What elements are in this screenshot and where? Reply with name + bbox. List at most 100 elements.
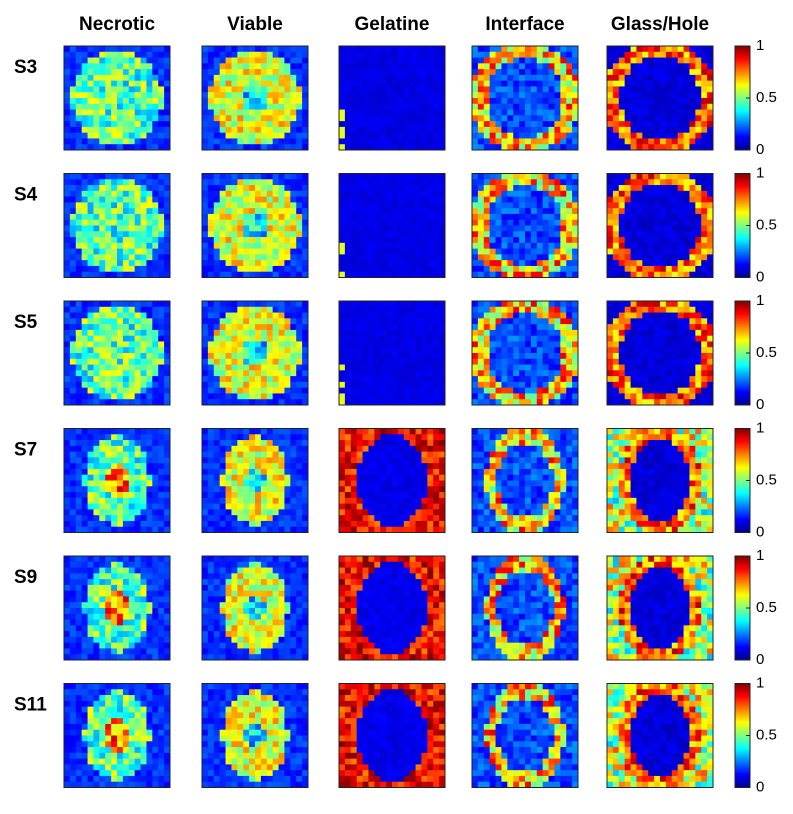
- heatmap-cell: [549, 58, 555, 64]
- heatmap-cell: [689, 75, 695, 81]
- heatmap-cell: [386, 144, 392, 150]
- heatmap-cell: [123, 133, 129, 139]
- heatmap-cell: [237, 115, 243, 121]
- heatmap-cell: [290, 243, 296, 249]
- heatmap-cell: [88, 243, 94, 249]
- heatmap-cell: [707, 254, 713, 260]
- heatmap-cell: [357, 318, 363, 324]
- heatmap-cell: [636, 272, 642, 278]
- heatmap-cell: [123, 313, 129, 319]
- heatmap-cell: [339, 92, 345, 98]
- heatmap-cell: [261, 393, 267, 399]
- heatmap-cell: [478, 347, 484, 353]
- heatmap-cell: [490, 69, 496, 75]
- heatmap-cell: [416, 393, 422, 399]
- heatmap-cell: [631, 318, 637, 324]
- heatmap-cell: [513, 174, 519, 180]
- heatmap-cell: [398, 174, 404, 180]
- heatmap-cell: [64, 138, 70, 144]
- heatmap-cell: [404, 127, 410, 133]
- heatmap-cell: [339, 365, 345, 371]
- heatmap-cell: [490, 318, 496, 324]
- heatmap-cell: [374, 388, 380, 394]
- heatmap-cell: [284, 226, 290, 232]
- heatmap-cell: [261, 237, 267, 243]
- heatmap-cell: [351, 266, 357, 272]
- heatmap-cell: [613, 307, 619, 313]
- heatmap-cell: [619, 81, 625, 87]
- heatmap-cell: [490, 336, 496, 342]
- heatmap-cell: [707, 115, 713, 121]
- heatmap-cell: [525, 336, 531, 342]
- heatmap-cell: [243, 69, 249, 75]
- heatmap-cell: [543, 208, 549, 214]
- heatmap-cell: [684, 52, 690, 58]
- heatmap-cell: [531, 336, 537, 342]
- heatmap-cell: [554, 92, 560, 98]
- heatmap-cell: [296, 272, 302, 278]
- heatmap-cell: [164, 301, 170, 307]
- heatmap-cell: [654, 63, 660, 69]
- heatmap-cell: [398, 231, 404, 237]
- heatmap-cell: [129, 388, 135, 394]
- heatmap-cell: [678, 341, 684, 347]
- heatmap-cell: [237, 197, 243, 203]
- heatmap-cell: [678, 214, 684, 220]
- heatmap-cell: [357, 393, 363, 399]
- heatmap-cell: [226, 46, 232, 52]
- heatmap-cell: [284, 324, 290, 330]
- heatmap-cell: [380, 266, 386, 272]
- heatmap-cell: [619, 69, 625, 75]
- heatmap-cell: [636, 336, 642, 342]
- heatmap-cell: [519, 208, 525, 214]
- heatmap-cell: [427, 231, 433, 237]
- heatmap-cell: [484, 313, 490, 319]
- heatmap-cell: [660, 324, 666, 330]
- heatmap-cell: [439, 370, 445, 376]
- heatmap-cell: [421, 197, 427, 203]
- heatmap-cell: [513, 336, 519, 342]
- heatmap-cell: [421, 191, 427, 197]
- heatmap-cell: [202, 69, 208, 75]
- heatmap-cell: [525, 266, 531, 272]
- heatmap-cell: [111, 353, 117, 359]
- heatmap-cell: [672, 115, 678, 121]
- heatmap-cell: [496, 98, 502, 104]
- heatmap-cell: [554, 254, 560, 260]
- heatmap-cell: [684, 179, 690, 185]
- heatmap-cell: [82, 260, 88, 266]
- heatmap-cell: [105, 272, 111, 278]
- heatmap-cell: [433, 191, 439, 197]
- heatmap-cell: [202, 81, 208, 87]
- heatmap-cell: [146, 260, 152, 266]
- heatmap-cell: [672, 324, 678, 330]
- heatmap-cell: [261, 52, 267, 58]
- heatmap-cell: [146, 347, 152, 353]
- heatmap-cell: [231, 260, 237, 266]
- heatmap-cell: [478, 179, 484, 185]
- heatmap-cell: [99, 110, 105, 116]
- heatmap-cell: [243, 393, 249, 399]
- heatmap-cell: [549, 174, 555, 180]
- heatmap-cell: [255, 254, 261, 260]
- heatmap-cell: [290, 81, 296, 87]
- heatmap-cell: [261, 144, 267, 150]
- heatmap-cell: [513, 179, 519, 185]
- heatmap-cell: [410, 52, 416, 58]
- heatmap-cell: [99, 399, 105, 405]
- heatmap-cell: [654, 382, 660, 388]
- heatmap-cell: [208, 208, 214, 214]
- heatmap-cell: [543, 46, 549, 52]
- heatmap-cell: [625, 254, 631, 260]
- heatmap-cell: [672, 86, 678, 92]
- heatmap-cell: [255, 58, 261, 64]
- heatmap-cell: [261, 231, 267, 237]
- heatmap-cell: [208, 260, 214, 266]
- heatmap-cell: [560, 382, 566, 388]
- heatmap-cell: [572, 347, 578, 353]
- heatmap-cell: [427, 110, 433, 116]
- heatmap-cell: [519, 365, 525, 371]
- heatmap-cell: [496, 365, 502, 371]
- heatmap-cell: [707, 220, 713, 226]
- heatmap-cell: [284, 307, 290, 313]
